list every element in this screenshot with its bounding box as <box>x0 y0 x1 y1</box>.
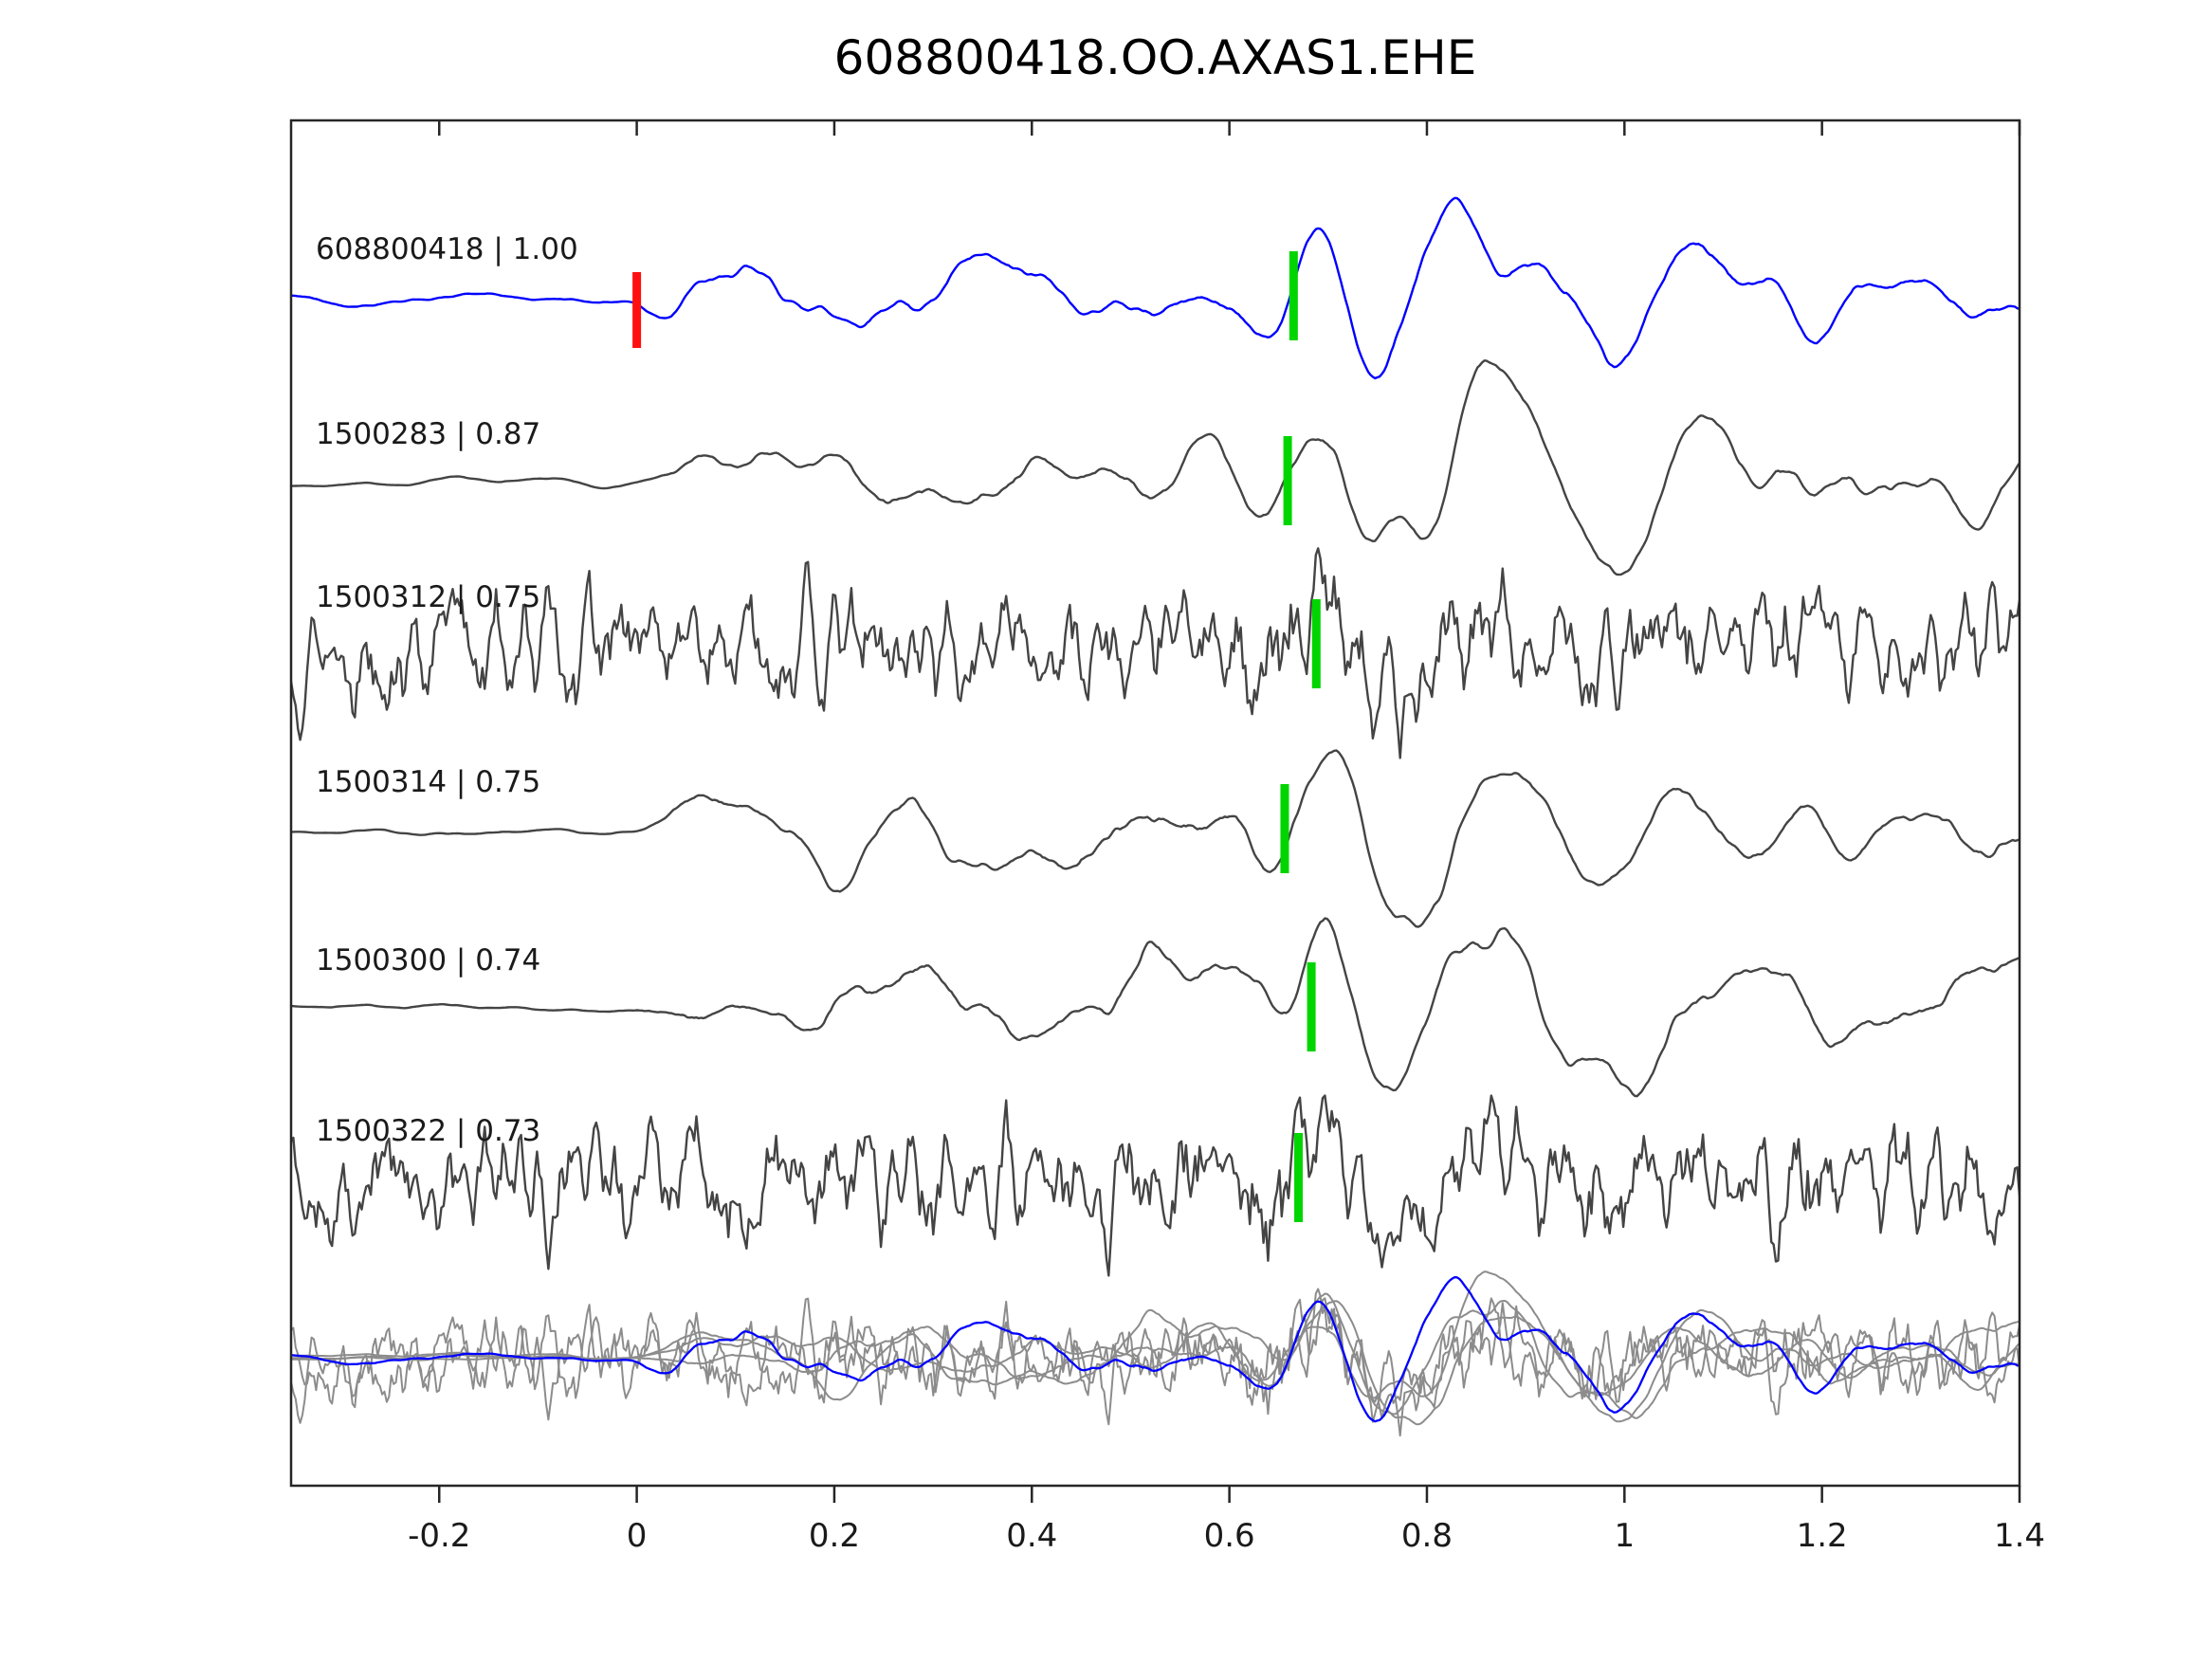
x-tick-label: 1.2 <box>1797 1517 1848 1555</box>
x-tick-label: 1.4 <box>1994 1517 2045 1555</box>
overlay-trace-1500300 <box>291 1292 2020 1419</box>
trace-1500283 <box>291 359 2020 576</box>
x-tick-label: 0.4 <box>1006 1517 1057 1555</box>
x-tick-label: 0.6 <box>1204 1517 1255 1555</box>
trace-label-1500300: 1500300 | 0.74 <box>316 943 540 978</box>
x-tick-label: 0.2 <box>809 1517 860 1555</box>
x-tick-label: 0 <box>627 1517 648 1555</box>
trace-label-1500283: 1500283 | 0.87 <box>316 417 540 451</box>
x-tick-label: 1 <box>1614 1517 1635 1555</box>
trace-1500322 <box>291 1094 2020 1277</box>
trace-1500312 <box>291 547 2020 759</box>
trace-label-608800418: 608800418 | 1.00 <box>316 232 578 266</box>
overlay-trace-608800418 <box>291 1275 2020 1423</box>
x-tick-label: -0.2 <box>408 1517 470 1555</box>
overlay-trace-1500322 <box>291 1297 2020 1426</box>
axes-border <box>289 119 2021 1488</box>
chart-title: 608800418.OO.AXAS1.EHE <box>834 30 1477 85</box>
plot-background <box>291 120 2020 1486</box>
trace-label-1500322: 1500322 | 0.73 <box>316 1114 540 1148</box>
trace-1500314 <box>291 749 2020 928</box>
trace-608800418 <box>291 196 2020 380</box>
trace-label-1500314: 1500314 | 0.75 <box>316 765 540 799</box>
x-tick-label: 0.8 <box>1401 1517 1453 1555</box>
trace-1500300 <box>291 917 2020 1098</box>
trace-label-1500312: 1500312 | 0.75 <box>316 580 540 614</box>
overlay-trace-1500312 <box>291 1288 2020 1437</box>
